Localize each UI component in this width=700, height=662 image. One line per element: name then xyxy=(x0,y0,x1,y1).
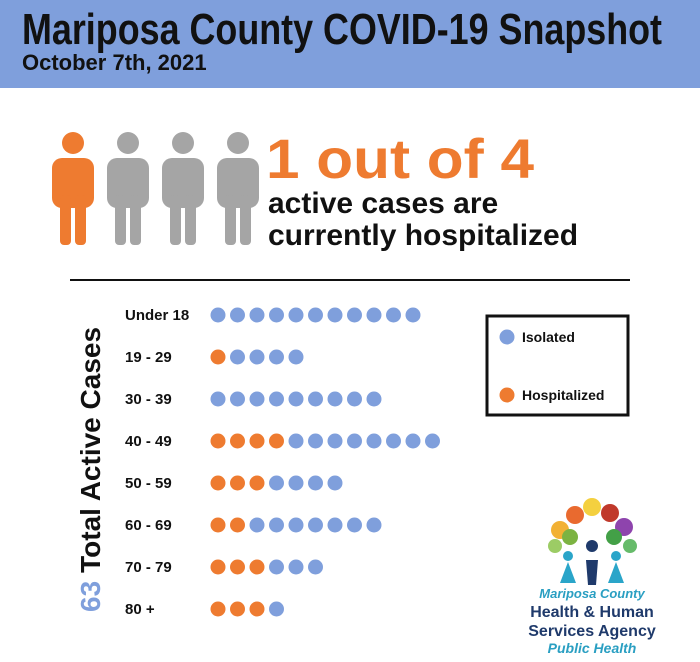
dot xyxy=(366,433,382,449)
dot xyxy=(210,433,226,449)
dot xyxy=(308,307,323,323)
dot xyxy=(347,517,362,533)
dot xyxy=(249,307,265,323)
dot xyxy=(425,433,440,449)
legend-label: Hospitalized xyxy=(522,387,604,403)
dot xyxy=(347,433,362,449)
legend-box xyxy=(485,314,630,417)
dot xyxy=(288,307,304,323)
dot xyxy=(210,391,226,407)
category-label: 40 - 49 xyxy=(125,433,172,450)
dot xyxy=(269,601,284,617)
category-label: 50 - 59 xyxy=(125,475,172,492)
headline-text: active cases are xyxy=(268,187,498,220)
dot xyxy=(230,349,245,365)
dot xyxy=(210,307,226,323)
header-band xyxy=(0,0,700,88)
category-label: Under 18 xyxy=(125,307,189,324)
legend-swatch xyxy=(499,329,515,345)
dot xyxy=(230,391,245,407)
dot xyxy=(327,517,343,533)
dot xyxy=(327,475,343,491)
dot xyxy=(308,559,323,575)
dot xyxy=(210,559,226,575)
dot xyxy=(249,559,265,575)
dot xyxy=(269,559,284,575)
dot xyxy=(308,475,323,491)
dot xyxy=(249,475,265,491)
dot xyxy=(249,601,265,617)
dot xyxy=(288,391,304,407)
dot xyxy=(308,391,323,407)
dot xyxy=(366,517,382,533)
dot xyxy=(230,517,245,533)
legend-swatch xyxy=(499,387,515,403)
logo-tree xyxy=(548,498,637,585)
dot xyxy=(327,391,343,407)
dot xyxy=(230,475,245,491)
dot xyxy=(327,433,343,449)
dot xyxy=(249,433,265,449)
dot xyxy=(269,433,284,449)
dot xyxy=(288,433,304,449)
dot xyxy=(288,517,304,533)
dot xyxy=(249,391,265,407)
dot xyxy=(366,391,382,407)
logo-text: Public Health xyxy=(548,640,637,656)
dot xyxy=(269,391,284,407)
dot xyxy=(269,517,284,533)
category-label: 19 - 29 xyxy=(125,349,172,366)
dot xyxy=(230,601,245,617)
dot xyxy=(249,517,265,533)
dot xyxy=(347,307,362,323)
dot xyxy=(210,517,226,533)
dot xyxy=(269,307,284,323)
dot xyxy=(210,475,226,491)
dot xyxy=(405,307,421,323)
dot xyxy=(230,433,245,449)
dot xyxy=(288,349,304,365)
headline: 1 out of 4 xyxy=(266,127,534,190)
dot xyxy=(366,307,382,323)
dot xyxy=(249,349,265,365)
people-icons xyxy=(52,132,259,245)
dot xyxy=(269,475,284,491)
dot xyxy=(386,433,401,449)
dot xyxy=(288,475,304,491)
dot xyxy=(230,559,245,575)
total: 63 xyxy=(75,581,106,612)
dot xyxy=(230,307,245,323)
dot xyxy=(308,433,323,449)
category-label: 60 - 69 xyxy=(125,517,172,534)
category-label: 70 - 79 xyxy=(125,559,172,576)
legend-label: Isolated xyxy=(522,329,575,345)
subtitle: October 7th, 2021 xyxy=(22,50,207,75)
dot xyxy=(210,349,226,365)
dot xyxy=(308,517,323,533)
dot xyxy=(327,307,343,323)
dot xyxy=(405,433,421,449)
logo-text: Services Agency xyxy=(528,623,656,640)
total-caption: 63 Total Active Cases xyxy=(75,327,106,612)
dot xyxy=(347,391,362,407)
plot: Under 18 19 - 29 30 - 39 40 - 49 50 - 59 60 -… xyxy=(125,307,604,618)
dot xyxy=(269,349,284,365)
total-label: Total Active Cases xyxy=(75,327,106,573)
logo-text: Health & Human xyxy=(530,604,654,621)
headline-text: currently hospitalized xyxy=(268,219,578,252)
dot xyxy=(386,307,401,323)
title: Mariposa County COVID-19 Snapshot xyxy=(22,5,662,54)
category-label: 80 + xyxy=(125,601,155,618)
dot xyxy=(210,601,226,617)
dot xyxy=(288,559,304,575)
logo-text: Mariposa County xyxy=(539,586,645,601)
category-label: 30 - 39 xyxy=(125,391,172,408)
